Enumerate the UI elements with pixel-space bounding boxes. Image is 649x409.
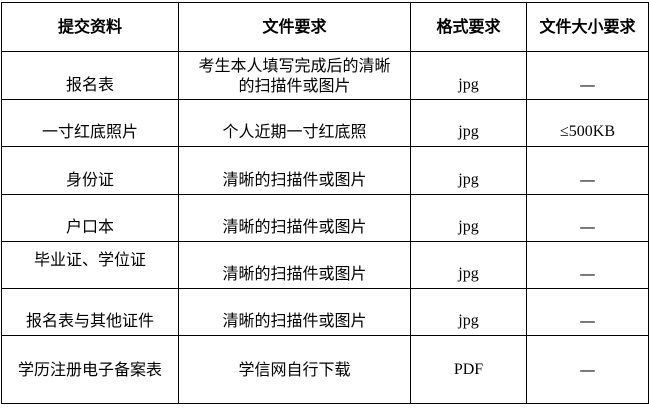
table-row: 户口本 清晰的扫描件或图片 jpg — [1, 194, 649, 242]
cell-format: jpg [410, 288, 527, 336]
cell-requirement: 个人近期一寸红底照 [178, 99, 411, 147]
cell-size: — [526, 194, 649, 242]
header-format: 格式要求 [410, 2, 527, 52]
cell-material: 报名表 [1, 51, 179, 100]
cell-requirement: 清晰的扫描件或图片 [178, 146, 411, 195]
cell-size: — [526, 335, 649, 404]
cell-size: — [526, 146, 649, 195]
cell-material: 毕业证、学位证 [1, 241, 179, 289]
table-row: 毕业证、学位证 清晰的扫描件或图片 jpg — [1, 241, 649, 289]
table-row: 报名表与其他证件 清晰的扫描件或图片 jpg — [1, 288, 649, 336]
cell-requirement: 清晰的扫描件或图片 [178, 241, 411, 289]
table-row: 学历注册电子备案表 学信网自行下载 PDF — [1, 335, 649, 404]
cell-size: — [526, 51, 649, 100]
header-requirement: 文件要求 [178, 2, 411, 52]
cell-material: 一寸红底照片 [1, 99, 179, 147]
table-row: 报名表 考生本人填写完成后的清晰的扫描件或图片 jpg — [1, 51, 649, 100]
cell-format: PDF [410, 335, 527, 404]
cell-format: jpg [410, 99, 527, 147]
cell-format: jpg [410, 241, 527, 289]
table-row: 身份证 清晰的扫描件或图片 jpg — [1, 146, 649, 195]
cell-material: 学历注册电子备案表 [1, 335, 179, 404]
header-row: 提交资料 文件要求 格式要求 文件大小要求 [1, 2, 649, 52]
header-size: 文件大小要求 [526, 2, 649, 52]
cell-requirement: 清晰的扫描件或图片 [178, 288, 411, 336]
cell-material: 报名表与其他证件 [1, 288, 179, 336]
cell-size: — [526, 288, 649, 336]
cell-format: jpg [410, 51, 527, 100]
cell-size: ≤500KB [526, 99, 649, 147]
cell-format: jpg [410, 146, 527, 195]
table-row: 一寸红底照片 个人近期一寸红底照 jpg ≤500KB [1, 99, 649, 147]
cell-material: 户口本 [1, 194, 179, 242]
cell-format: jpg [410, 194, 527, 242]
cell-requirement: 考生本人填写完成后的清晰的扫描件或图片 [178, 51, 411, 100]
cell-requirement: 学信网自行下载 [178, 335, 411, 404]
cell-requirement: 清晰的扫描件或图片 [178, 194, 411, 242]
header-material: 提交资料 [1, 2, 179, 52]
cell-size: — [526, 241, 649, 289]
cell-material: 身份证 [1, 146, 179, 195]
